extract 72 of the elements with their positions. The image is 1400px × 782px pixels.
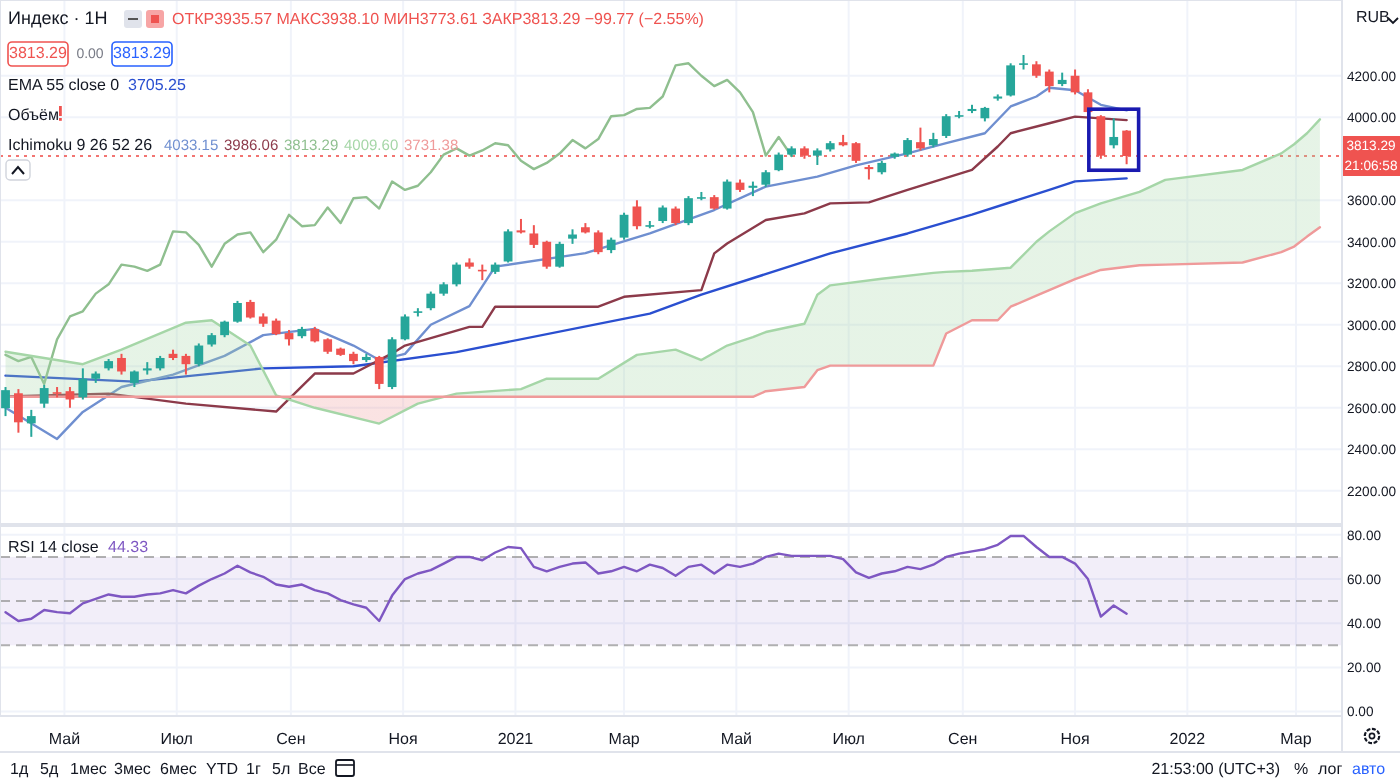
- candlestick: [26, 408, 36, 438]
- annotation: RSI 14 close: [8, 538, 100, 556]
- x-tick-label: Сен: [948, 730, 978, 748]
- text: 5д: [40, 760, 59, 778]
- text: 21:53:00 (UTC+3): [1151, 760, 1281, 778]
- x-tick-label: Ноя: [388, 730, 418, 748]
- candlestick: [78, 367, 88, 401]
- text: авто: [1352, 760, 1387, 778]
- candlestick: [400, 313, 410, 342]
- x-tick-label: 2022: [1169, 730, 1207, 748]
- candlestick: [941, 113, 951, 139]
- text: %: [1294, 760, 1309, 778]
- annotation: 44.33: [108, 538, 150, 556]
- x-tick-label: Ноя: [1060, 730, 1090, 748]
- candlestick: [671, 205, 680, 227]
- x-tick-label: Мар: [1280, 730, 1313, 748]
- text: Все: [298, 760, 327, 778]
- text: RUB: [1356, 8, 1390, 26]
- candlestick: [374, 354, 384, 391]
- candlestick: [245, 298, 255, 320]
- candlestick: [387, 336, 397, 391]
- annotation: 3705.25: [128, 76, 187, 94]
- x-tick-label: Май: [720, 730, 753, 748]
- candlestick: [1019, 53, 1028, 71]
- candlestick: [426, 290, 436, 312]
- chart-title: Индекс · 1Н: [8, 8, 108, 28]
- candlestick: [529, 224, 539, 249]
- candlestick: [452, 261, 461, 288]
- annotation: 3813.29: [9, 44, 69, 62]
- candlestick: [233, 299, 242, 324]
- text: YTD: [206, 760, 239, 778]
- candlestick: [864, 163, 874, 181]
- line-series: [4, 534, 1128, 623]
- annotation: Ichimoku 9 26 52 26: [8, 136, 154, 154]
- candlestick: [503, 228, 513, 264]
- x-tick-label: 2021: [497, 730, 535, 748]
- candlestick: [14, 388, 23, 434]
- candlestick: [684, 195, 693, 227]
- text: 5л: [272, 760, 291, 778]
- line-series: [4, 177, 1128, 383]
- text: 6мес: [160, 760, 197, 778]
- x-tick-label: Июл: [832, 730, 866, 748]
- x-tick-label: Мар: [608, 730, 641, 748]
- annotation: ОТКР3935.57 МАКС3938.10 МИН3773.61 ЗАКР3813.29 −99.77 (−2.55%): [172, 10, 705, 28]
- text: 1мес: [70, 760, 107, 778]
- text: 1г: [246, 760, 261, 778]
- x-tick-label: Май: [48, 730, 81, 748]
- candlestick: [117, 352, 126, 376]
- line-series: [4, 62, 793, 386]
- candlestick: [722, 178, 732, 211]
- candlestick: [774, 151, 784, 173]
- candlestick: [1006, 62, 1016, 98]
- candlestick: [1, 386, 10, 418]
- candlestick: [542, 239, 552, 270]
- candlestick: [555, 240, 565, 269]
- x-tick-label: Июл: [160, 730, 194, 748]
- candlestick: [1044, 68, 1054, 94]
- candlestick: [916, 126, 925, 152]
- candlestick: [593, 229, 603, 256]
- annotation: Объём: [8, 106, 59, 124]
- text: 1д: [10, 760, 29, 778]
- candlestick: [194, 342, 204, 368]
- candlestick: [619, 211, 629, 241]
- candlestick: [39, 383, 49, 409]
- candlestick: [632, 199, 642, 231]
- candlestick: [1109, 117, 1119, 150]
- x-tick-label: Сен: [276, 730, 306, 748]
- text: 3мес: [114, 760, 151, 778]
- text: лог: [1318, 760, 1343, 778]
- candlestick: [903, 137, 912, 158]
- annotation: 3813.29: [113, 44, 173, 62]
- annotation: EMA 55 close 0: [8, 76, 121, 94]
